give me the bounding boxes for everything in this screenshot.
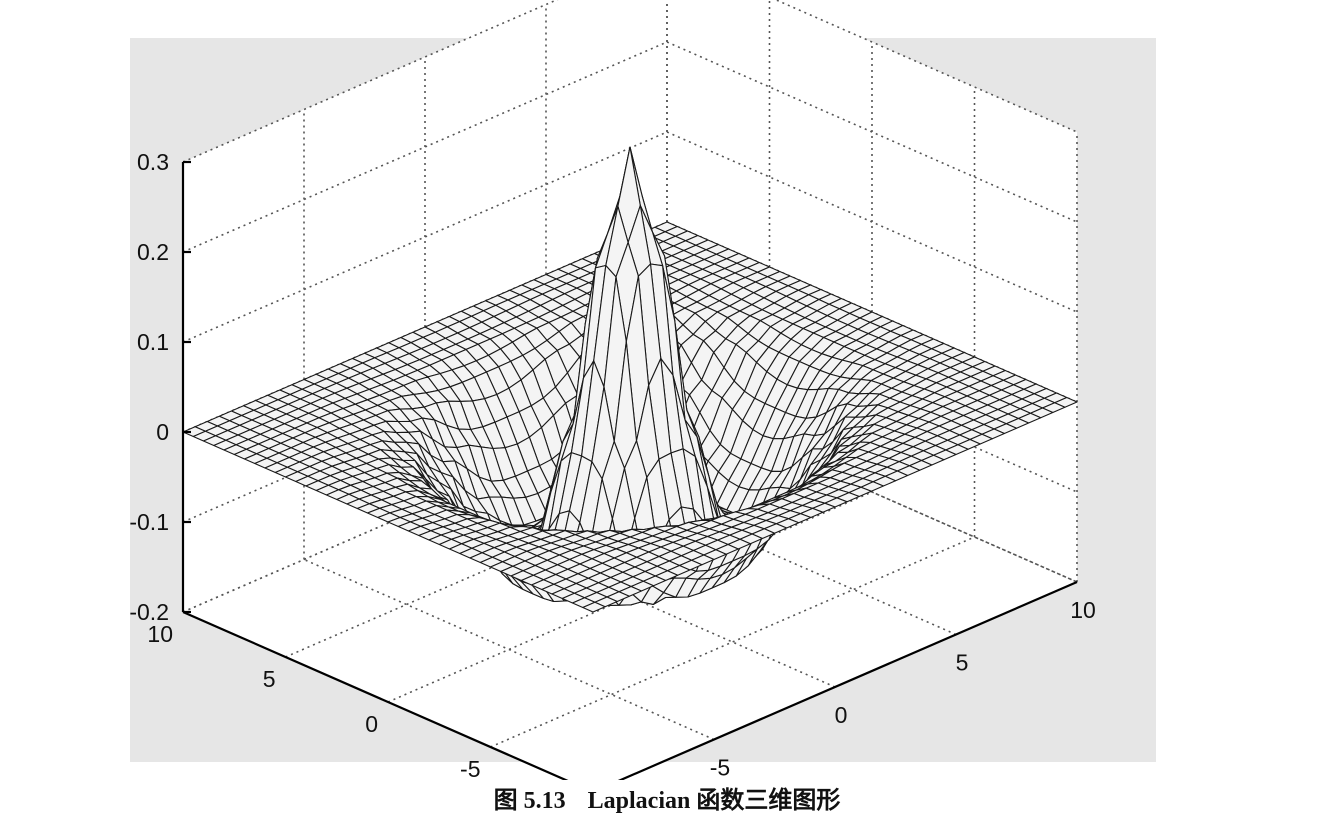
floor-grid-y — [387, 491, 873, 703]
figure-caption: 图 5.13 Laplacian 函数三维图形 — [0, 780, 1334, 815]
x-axis-line — [617, 580, 1078, 780]
wall-grid-z — [182, 131, 668, 343]
wall-grid-z — [666, 131, 1078, 313]
z-tick-label: 0.2 — [137, 239, 169, 265]
z-tick-label: -0.1 — [129, 509, 169, 535]
wall-grid-z — [182, 41, 668, 253]
z-tick-label: -0.2 — [129, 599, 169, 625]
surface-mesh — [182, 146, 1078, 613]
y-tick-label: -5 — [460, 756, 480, 780]
mesh-cell — [582, 601, 606, 613]
wall-grid-z — [774, 0, 1078, 133]
wall-grid-z — [666, 401, 1078, 583]
x-tick-label: 0 — [835, 702, 848, 728]
y-tick-label: 10 — [147, 621, 173, 647]
z-tick-label: 0.1 — [137, 329, 169, 355]
y-axis-line — [182, 610, 569, 780]
z-tick-label: 0 — [156, 419, 169, 445]
x-tick-label: 5 — [956, 650, 969, 676]
y-tick-label: 5 — [263, 666, 276, 692]
caption-number: 图 5.13 — [493, 788, 566, 814]
floor-grid-y — [490, 536, 975, 748]
y-tick-label: 0 — [365, 711, 378, 737]
floor-grid-x — [303, 558, 715, 741]
caption-text: Laplacian 函数三维图形 — [587, 788, 841, 814]
z-tick-label: 0.3 — [137, 149, 169, 175]
axis-lines — [181, 160, 1078, 780]
wall-grid-z — [666, 41, 1078, 223]
x-tick-label: 10 — [1070, 597, 1096, 623]
x-tick-label: -5 — [710, 755, 730, 781]
